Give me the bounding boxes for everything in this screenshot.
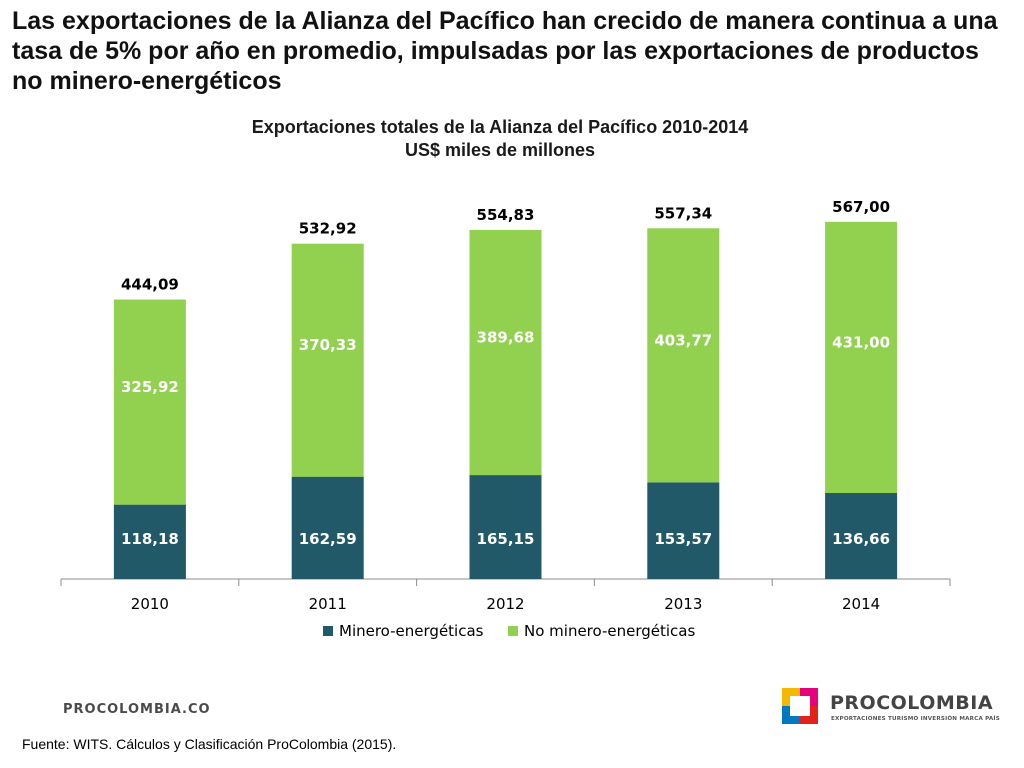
bar-segment-minero xyxy=(469,475,542,579)
data-label-minero: 118,18 xyxy=(121,530,179,548)
chart-subtitle: US$ miles de millones xyxy=(404,140,596,160)
bar-segment-no-minero xyxy=(113,299,186,505)
total-label: 557,34 xyxy=(654,204,712,222)
data-label-minero: 153,57 xyxy=(654,530,712,548)
chart-title: Exportaciones totales de la Alianza del … xyxy=(251,117,749,137)
slide-headline: Las exportaciones de la Alianza del Pací… xyxy=(12,7,998,95)
x-tick-label: 2013 xyxy=(664,595,702,613)
x-tick-label: 2010 xyxy=(131,595,169,613)
procolombia-logo: PROCOLOMBIA EXPORTACIONES TURISMO INVERS… xyxy=(782,688,1022,728)
logo-name: PROCOLOMBIA xyxy=(830,692,994,714)
procolombia-logo-mark-icon xyxy=(782,688,818,724)
data-label-no-minero: 389,68 xyxy=(477,328,535,346)
bar-segment-minero xyxy=(291,476,364,579)
x-tick-label: 2012 xyxy=(486,595,524,613)
data-label-minero: 136,66 xyxy=(832,530,890,548)
data-label-minero: 165,15 xyxy=(477,530,535,548)
data-label-no-minero: 431,00 xyxy=(832,333,890,351)
chart-title-block: Exportaciones totales de la Alianza del … xyxy=(0,116,1000,162)
bar-segment-minero xyxy=(647,482,720,579)
source-note: Fuente: WITS. Cálculos y Clasificación P… xyxy=(22,736,397,752)
footer-brand-url[interactable]: PROCOLOMBIA.CO xyxy=(63,702,211,717)
x-tick-label: 2011 xyxy=(309,595,347,613)
bar-segment-no-minero xyxy=(825,221,898,494)
total-label: 532,92 xyxy=(299,220,357,238)
legend-label-no-minero: No minero-energéticas xyxy=(524,622,695,640)
legend-label-minero: Minero-energéticas xyxy=(339,622,484,640)
stacked-bar-chart: 118,18 325,92 444,09 2010 162,59 370,33 532,92… xyxy=(60,198,951,640)
bar-segment-minero xyxy=(113,504,186,579)
bar-segment-minero xyxy=(825,493,898,579)
bar-segment-no-minero xyxy=(469,229,542,476)
legend-swatch-no-minero xyxy=(508,626,518,636)
data-label-no-minero: 370,33 xyxy=(299,336,357,354)
bar-segment-no-minero xyxy=(647,228,720,483)
total-label: 444,09 xyxy=(121,276,179,294)
total-label: 554,83 xyxy=(477,206,535,224)
data-label-minero: 162,59 xyxy=(299,530,357,548)
logo-tagline: EXPORTACIONES TURISMO INVERSIÓN MARCA PA… xyxy=(831,716,1000,722)
bar-segment-no-minero xyxy=(291,243,364,477)
x-tick-label: 2014 xyxy=(842,595,880,613)
legend-swatch-minero xyxy=(323,626,333,636)
total-label: 567,00 xyxy=(832,198,890,216)
data-label-no-minero: 403,77 xyxy=(654,331,712,349)
data-label-no-minero: 325,92 xyxy=(121,378,179,396)
